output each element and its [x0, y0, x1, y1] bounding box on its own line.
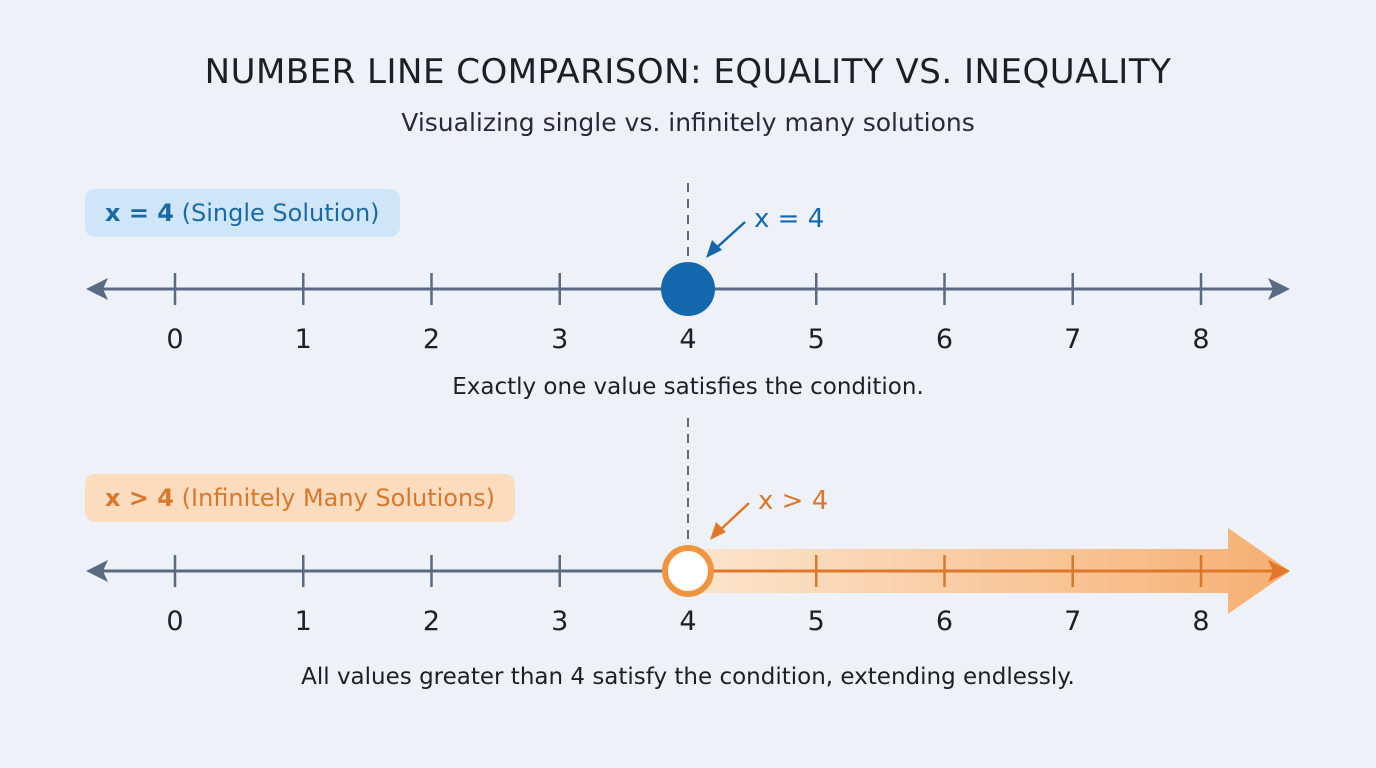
page-title: NUMBER LINE COMPARISON: EQUALITY VS. INE… [204, 52, 1172, 92]
equality-pointer-line [712, 221, 746, 252]
inequality-tick-label-7: 7 [1064, 606, 1081, 637]
inequality-tick-label-5: 5 [808, 606, 825, 637]
inequality-tick-label-1: 1 [295, 606, 312, 637]
equality-tick-label-3: 3 [551, 324, 568, 355]
page-subtitle: Visualizing single vs. infinitely many s… [401, 108, 975, 137]
equality-annotation: x = 4 [754, 204, 825, 234]
inequality-tick-label-0: 0 [166, 606, 183, 637]
inequality-tick-label-6: 6 [936, 606, 953, 637]
inequality-caption: All values greater than 4 satisfy the co… [301, 664, 1075, 690]
equality-tick-label-8: 8 [1192, 324, 1209, 355]
equality-caption: Exactly one value satisfies the conditio… [452, 374, 924, 400]
inequality-tick-label-8: 8 [1192, 606, 1209, 637]
equality-pointer-arrow-icon [706, 240, 722, 258]
inequality-badge-expression: x > 4 [105, 484, 174, 512]
equality-tick-label-1: 1 [295, 324, 312, 355]
equality-tick-label-7: 7 [1064, 324, 1081, 355]
inequality-tick-label-2: 2 [423, 606, 440, 637]
equality-closed-point [661, 262, 715, 316]
inequality-badge: x > 4 (Infinitely Many Solutions) [85, 474, 516, 522]
equality-right-arrow-icon [1268, 278, 1290, 300]
equality-badge: x = 4 (Single Solution) [85, 189, 400, 237]
equality-badge-label: (Single Solution) [174, 199, 380, 227]
equality-tick-label-4: 4 [679, 324, 696, 355]
equality-left-arrow-icon [86, 278, 108, 300]
inequality-tick-label-4: 4 [679, 606, 696, 637]
inequality-annotation: x > 4 [758, 486, 829, 516]
inequality-badge-label: (Infinitely Many Solutions) [174, 484, 496, 512]
inequality-open-point [662, 545, 714, 597]
inequality-pointer-arrow-icon [710, 522, 726, 540]
equality-tick-label-2: 2 [423, 324, 440, 355]
equality-tick-label-6: 6 [936, 324, 953, 355]
inequality-tick-label-3: 3 [551, 606, 568, 637]
equality-badge-expression: x = 4 [105, 199, 174, 227]
inequality-right-arrow-icon [1268, 560, 1290, 582]
inequality-left-arrow-icon [86, 560, 108, 582]
equality-tick-label-5: 5 [808, 324, 825, 355]
equality-tick-label-0: 0 [166, 324, 183, 355]
inequality-pointer-line [716, 502, 750, 534]
